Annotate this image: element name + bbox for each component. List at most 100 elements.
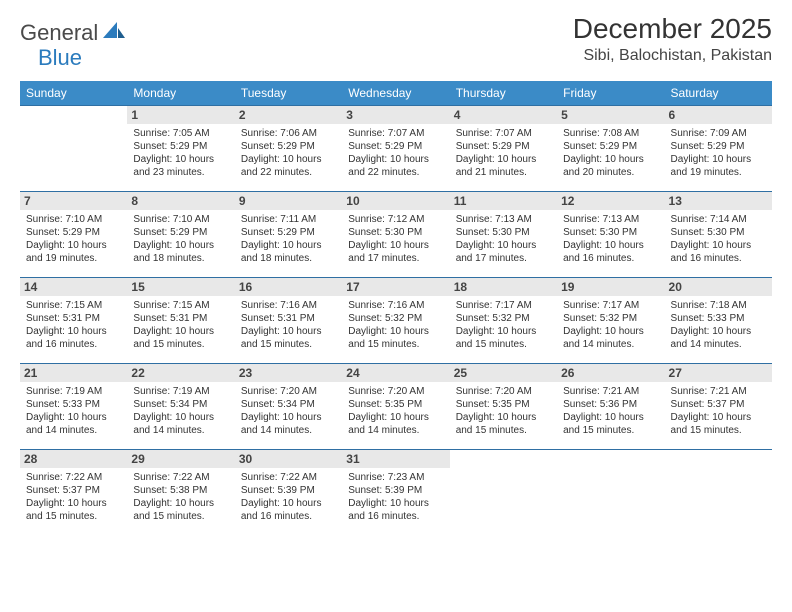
sunrise-line: Sunrise: 7:17 AM [563, 299, 658, 312]
sunset-line: Sunset: 5:37 PM [671, 398, 766, 411]
sunset-line: Sunset: 5:34 PM [241, 398, 336, 411]
daylight-line: Daylight: 10 hours and 18 minutes. [241, 239, 336, 265]
daylight-line: Daylight: 10 hours and 14 minutes. [563, 325, 658, 351]
sunset-line: Sunset: 5:29 PM [671, 140, 766, 153]
daylight-line: Daylight: 10 hours and 21 minutes. [456, 153, 551, 179]
sunset-line: Sunset: 5:30 PM [348, 226, 443, 239]
daylight-line: Daylight: 10 hours and 14 minutes. [241, 411, 336, 437]
calendar-row: 1Sunrise: 7:05 AMSunset: 5:29 PMDaylight… [20, 105, 772, 191]
sunset-line: Sunset: 5:32 PM [563, 312, 658, 325]
sunrise-line: Sunrise: 7:23 AM [348, 471, 443, 484]
sunrise-line: Sunrise: 7:12 AM [348, 213, 443, 226]
calendar-table: SundayMondayTuesdayWednesdayThursdayFrid… [20, 81, 772, 536]
month-title: December 2025 [573, 14, 772, 45]
sunrise-line: Sunrise: 7:09 AM [671, 127, 766, 140]
day-cell-30: 30Sunrise: 7:22 AMSunset: 5:39 PMDayligh… [235, 449, 342, 535]
calendar-page: General December 2025 Sibi, Balochistan,… [0, 0, 792, 555]
daylight-line: Daylight: 10 hours and 19 minutes. [671, 153, 766, 179]
daylight-line: Daylight: 10 hours and 14 minutes. [26, 411, 121, 437]
day-number: 16 [235, 278, 342, 296]
day-cell-25: 25Sunrise: 7:20 AMSunset: 5:35 PMDayligh… [450, 363, 557, 449]
day-number: 7 [20, 192, 127, 210]
day-number: 28 [20, 450, 127, 468]
day-number: 10 [342, 192, 449, 210]
sunrise-line: Sunrise: 7:08 AM [563, 127, 658, 140]
sunset-line: Sunset: 5:38 PM [133, 484, 228, 497]
day-number: 11 [450, 192, 557, 210]
calendar-row: 21Sunrise: 7:19 AMSunset: 5:33 PMDayligh… [20, 363, 772, 449]
day-number: 31 [342, 450, 449, 468]
day-cell-4: 4Sunrise: 7:07 AMSunset: 5:29 PMDaylight… [450, 105, 557, 191]
sunset-line: Sunset: 5:32 PM [348, 312, 443, 325]
daylight-line: Daylight: 10 hours and 22 minutes. [348, 153, 443, 179]
sunset-line: Sunset: 5:33 PM [671, 312, 766, 325]
sunset-line: Sunset: 5:31 PM [241, 312, 336, 325]
sunset-line: Sunset: 5:36 PM [563, 398, 658, 411]
day-cell-24: 24Sunrise: 7:20 AMSunset: 5:35 PMDayligh… [342, 363, 449, 449]
logo-text-general: General [20, 20, 98, 46]
sunrise-line: Sunrise: 7:22 AM [241, 471, 336, 484]
sunrise-line: Sunrise: 7:18 AM [671, 299, 766, 312]
day-cell-6: 6Sunrise: 7:09 AMSunset: 5:29 PMDaylight… [665, 105, 772, 191]
sunset-line: Sunset: 5:29 PM [348, 140, 443, 153]
calendar-body: 1Sunrise: 7:05 AMSunset: 5:29 PMDaylight… [20, 105, 772, 535]
daylight-line: Daylight: 10 hours and 17 minutes. [456, 239, 551, 265]
day-number: 25 [450, 364, 557, 382]
daylight-line: Daylight: 10 hours and 16 minutes. [26, 325, 121, 351]
day-number: 29 [127, 450, 234, 468]
day-cell-18: 18Sunrise: 7:17 AMSunset: 5:32 PMDayligh… [450, 277, 557, 363]
day-cell-23: 23Sunrise: 7:20 AMSunset: 5:34 PMDayligh… [235, 363, 342, 449]
day-header-friday: Friday [557, 81, 664, 106]
day-cell-12: 12Sunrise: 7:13 AMSunset: 5:30 PMDayligh… [557, 191, 664, 277]
sunset-line: Sunset: 5:29 PM [563, 140, 658, 153]
calendar-row: 28Sunrise: 7:22 AMSunset: 5:37 PMDayligh… [20, 449, 772, 535]
sunrise-line: Sunrise: 7:20 AM [348, 385, 443, 398]
sunset-line: Sunset: 5:31 PM [26, 312, 121, 325]
sunset-line: Sunset: 5:30 PM [563, 226, 658, 239]
day-cell-31: 31Sunrise: 7:23 AMSunset: 5:39 PMDayligh… [342, 449, 449, 535]
day-number: 24 [342, 364, 449, 382]
sunrise-line: Sunrise: 7:05 AM [133, 127, 228, 140]
daylight-line: Daylight: 10 hours and 15 minutes. [671, 411, 766, 437]
sunset-line: Sunset: 5:32 PM [456, 312, 551, 325]
daylight-line: Daylight: 10 hours and 14 minutes. [671, 325, 766, 351]
day-cell-22: 22Sunrise: 7:19 AMSunset: 5:34 PMDayligh… [127, 363, 234, 449]
sunrise-line: Sunrise: 7:20 AM [456, 385, 551, 398]
daylight-line: Daylight: 10 hours and 15 minutes. [241, 325, 336, 351]
day-cell-7: 7Sunrise: 7:10 AMSunset: 5:29 PMDaylight… [20, 191, 127, 277]
day-header-saturday: Saturday [665, 81, 772, 106]
daylight-line: Daylight: 10 hours and 16 minutes. [563, 239, 658, 265]
day-cell-28: 28Sunrise: 7:22 AMSunset: 5:37 PMDayligh… [20, 449, 127, 535]
day-number: 20 [665, 278, 772, 296]
daylight-line: Daylight: 10 hours and 15 minutes. [133, 325, 228, 351]
calendar-thead: SundayMondayTuesdayWednesdayThursdayFrid… [20, 81, 772, 106]
day-cell-13: 13Sunrise: 7:14 AMSunset: 5:30 PMDayligh… [665, 191, 772, 277]
day-number: 9 [235, 192, 342, 210]
day-number: 13 [665, 192, 772, 210]
day-cell-15: 15Sunrise: 7:15 AMSunset: 5:31 PMDayligh… [127, 277, 234, 363]
sunrise-line: Sunrise: 7:13 AM [563, 213, 658, 226]
day-number: 19 [557, 278, 664, 296]
sunrise-line: Sunrise: 7:07 AM [456, 127, 551, 140]
daylight-line: Daylight: 10 hours and 15 minutes. [563, 411, 658, 437]
day-number: 17 [342, 278, 449, 296]
day-number: 5 [557, 106, 664, 124]
sunset-line: Sunset: 5:35 PM [456, 398, 551, 411]
day-number: 18 [450, 278, 557, 296]
day-number: 21 [20, 364, 127, 382]
sunset-line: Sunset: 5:37 PM [26, 484, 121, 497]
day-header-row: SundayMondayTuesdayWednesdayThursdayFrid… [20, 81, 772, 106]
day-cell-5: 5Sunrise: 7:08 AMSunset: 5:29 PMDaylight… [557, 105, 664, 191]
sunset-line: Sunset: 5:30 PM [671, 226, 766, 239]
sunrise-line: Sunrise: 7:16 AM [348, 299, 443, 312]
location: Sibi, Balochistan, Pakistan [573, 47, 772, 65]
sunset-line: Sunset: 5:29 PM [133, 140, 228, 153]
sunrise-line: Sunrise: 7:19 AM [133, 385, 228, 398]
day-cell-2: 2Sunrise: 7:06 AMSunset: 5:29 PMDaylight… [235, 105, 342, 191]
day-number: 15 [127, 278, 234, 296]
day-cell-16: 16Sunrise: 7:16 AMSunset: 5:31 PMDayligh… [235, 277, 342, 363]
sunset-line: Sunset: 5:29 PM [241, 226, 336, 239]
day-header-tuesday: Tuesday [235, 81, 342, 106]
sunset-line: Sunset: 5:29 PM [241, 140, 336, 153]
sunset-line: Sunset: 5:29 PM [456, 140, 551, 153]
